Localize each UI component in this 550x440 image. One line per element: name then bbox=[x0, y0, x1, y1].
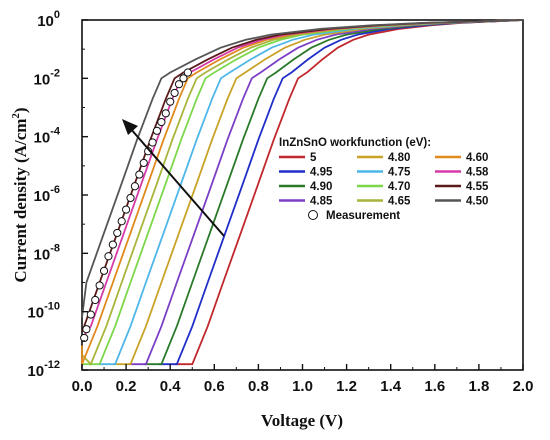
legend-label: 4.80 bbox=[388, 152, 410, 164]
legend-label: 4.60 bbox=[466, 152, 488, 164]
measurement-point bbox=[139, 158, 148, 168]
x-axis-ticks: 0.0 0.2 0.4 0.6 0.8 1.0 1.2 1.4 1.6 1.8 2.0 bbox=[72, 364, 534, 395]
legend-label: 4.85 bbox=[310, 196, 333, 208]
measurement-point bbox=[157, 117, 166, 127]
x-tick-label: 1.6 bbox=[424, 378, 445, 395]
measurement-point bbox=[117, 217, 126, 226]
measurement-point bbox=[126, 193, 135, 203]
measurement-point bbox=[152, 126, 162, 135]
y-axis-label-sup: 2 bbox=[10, 113, 22, 119]
legend-label: 4.50 bbox=[466, 196, 488, 208]
x-tick-label: 0.2 bbox=[116, 378, 137, 395]
x-tick-label: 0.8 bbox=[248, 378, 269, 395]
measurement-point bbox=[95, 281, 104, 290]
measurement-point bbox=[91, 295, 100, 305]
series-line bbox=[81, 19, 524, 366]
y-tick-exponent: -4 bbox=[50, 126, 61, 138]
y-tick-exponent: -12 bbox=[44, 359, 60, 371]
x-tick-label: 0.4 bbox=[160, 378, 182, 395]
y-tick-label: 10-10 bbox=[27, 301, 60, 322]
series-line bbox=[81, 19, 524, 365]
x-tick-label: 2.0 bbox=[513, 378, 534, 395]
series-line bbox=[81, 19, 524, 318]
measurement-point bbox=[82, 325, 91, 334]
x-tick-label: 1.2 bbox=[336, 378, 357, 395]
measurement-point bbox=[166, 97, 175, 106]
y-axis-label-main: Current density (A/cm bbox=[11, 119, 30, 283]
y-tick-exponent: -2 bbox=[50, 67, 60, 79]
x-tick-label: 1.8 bbox=[468, 378, 489, 395]
measurement-point bbox=[80, 333, 89, 343]
measurement-point bbox=[183, 68, 192, 77]
series-line bbox=[81, 19, 524, 340]
x-tick-label: 1.0 bbox=[292, 378, 313, 395]
measurement-point bbox=[148, 138, 157, 147]
y-tick-label: 10-12 bbox=[27, 359, 60, 380]
legend-measurement-marker bbox=[308, 210, 318, 220]
measurement-point bbox=[86, 310, 95, 319]
series-line bbox=[82, 19, 524, 366]
y-tick-label: 10-6 bbox=[34, 184, 60, 205]
measurement-point bbox=[179, 74, 188, 83]
trend-arrow bbox=[122, 119, 225, 237]
legend-label: 4.90 bbox=[310, 181, 332, 193]
x-tick-label: 1.4 bbox=[380, 378, 402, 395]
y-tick-exponent: -10 bbox=[44, 301, 60, 313]
measurement-point bbox=[122, 205, 131, 214]
y-tick-label: 10-8 bbox=[34, 242, 60, 263]
series-line bbox=[81, 19, 524, 332]
measurement-point bbox=[104, 252, 113, 261]
measurement-point bbox=[113, 228, 122, 238]
y-tick-label: 10-2 bbox=[34, 67, 60, 88]
measurement-point bbox=[161, 109, 170, 118]
y-tick-label: 10-4 bbox=[34, 126, 61, 147]
legend-label: 4.95 bbox=[310, 167, 333, 179]
legend-label: 4.70 bbox=[388, 181, 410, 193]
measurement-point bbox=[170, 88, 179, 98]
legend-label: 4.75 bbox=[388, 167, 411, 179]
x-tick-label: 0.6 bbox=[204, 378, 225, 395]
legend-label: 5 bbox=[310, 152, 317, 164]
series-layer bbox=[81, 19, 524, 366]
y-axis-label-close: ) bbox=[11, 107, 30, 113]
y-tick-exponent: -8 bbox=[50, 242, 60, 254]
measurement-point bbox=[108, 240, 117, 249]
legend-label: 4.55 bbox=[466, 181, 489, 193]
y-axis-ticks: 100 10-2 10-4 10-6 10-8 10-10 10-12 bbox=[27, 9, 88, 380]
y-tick-exponent: -6 bbox=[50, 184, 60, 196]
measurement-point bbox=[135, 170, 144, 179]
measurement-point bbox=[130, 182, 140, 191]
y-tick-label: 100 bbox=[37, 9, 60, 30]
y-tick-exponent: 0 bbox=[54, 9, 60, 21]
x-tick-label: 0.0 bbox=[72, 378, 93, 395]
y-axis-label: Current density (A/cm2) bbox=[10, 107, 30, 282]
legend-label: 4.65 bbox=[388, 196, 411, 208]
measurement-point bbox=[99, 266, 109, 275]
x-axis-label: Voltage (V) bbox=[261, 411, 343, 430]
measurement-layer bbox=[80, 68, 192, 343]
legend-measurement-label: Measurement bbox=[326, 210, 400, 222]
legend-title: InZnSnO workfunction (eV): bbox=[279, 137, 431, 149]
legend: InZnSnO workfunction (eV): 5 4.95 4.90 4.85… bbox=[279, 137, 489, 222]
legend-label: 4.58 bbox=[466, 167, 489, 179]
measurement-point bbox=[174, 80, 184, 89]
